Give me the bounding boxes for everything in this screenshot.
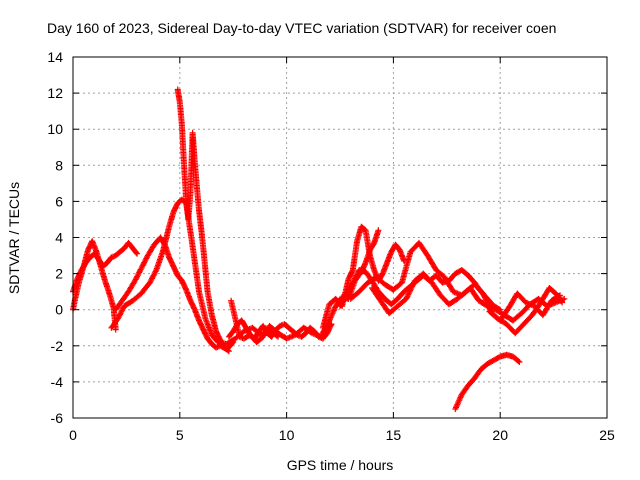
- data-marker-path: [70, 238, 119, 333]
- grid-lines: [73, 57, 607, 418]
- y-axis-label: SDTVAR / TECUs: [6, 182, 22, 294]
- data-marker-path: [108, 196, 282, 347]
- x-axis-label: GPS time / hours: [287, 457, 394, 473]
- y-tick-label: -6: [51, 410, 64, 426]
- series-arc-4: [108, 196, 282, 347]
- y-tick-label: 8: [55, 157, 63, 173]
- series-arc-10: [347, 239, 568, 324]
- data-points: [70, 86, 568, 412]
- y-tick-label: 12: [47, 85, 63, 101]
- x-tick-label: 0: [69, 427, 77, 443]
- y-tick-label: 4: [55, 230, 63, 246]
- y-tick-label: 14: [47, 49, 63, 65]
- series-arc-3: [112, 234, 237, 353]
- x-tick-label: 20: [492, 427, 508, 443]
- x-tick-label: 10: [279, 427, 295, 443]
- series-arc-13: [452, 351, 523, 412]
- y-tick-label: 6: [55, 193, 63, 209]
- series-arc-5: [174, 86, 232, 355]
- chart-title: Day 160 of 2023, Sidereal Day-to-day VTE…: [47, 20, 556, 36]
- x-tick-label: 25: [599, 427, 615, 443]
- x-tick-label: 5: [176, 427, 184, 443]
- data-marker-path: [486, 285, 566, 337]
- data-marker-path: [174, 86, 232, 355]
- y-tick-label: -4: [51, 374, 64, 390]
- data-marker-path: [112, 234, 237, 353]
- series-arc-12: [486, 285, 566, 337]
- y-tick-label: -2: [51, 338, 64, 354]
- axis-ticks: 0 5 10 15 20 25 -6 -4 -2 0 2 4 6 8 10 12 14: [47, 49, 615, 443]
- y-tick-label: 0: [55, 302, 63, 318]
- x-tick-label: 15: [386, 427, 402, 443]
- y-tick-label: 10: [47, 121, 63, 137]
- data-marker-path: [347, 239, 568, 324]
- series-arc-2: [70, 238, 119, 333]
- y-tick-label: 2: [55, 266, 63, 282]
- data-marker-path: [452, 351, 523, 412]
